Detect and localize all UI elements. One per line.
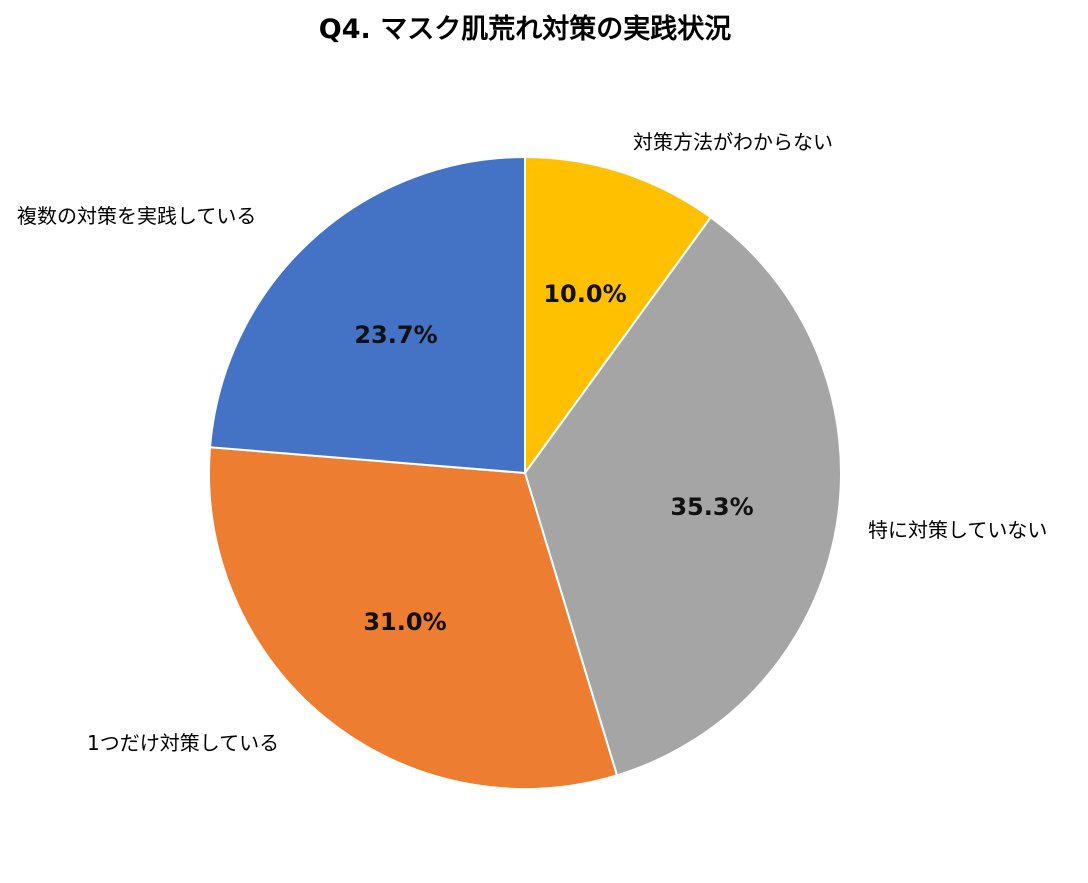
chart-title: Q4. マスク肌荒れ対策の実践状況 [319,13,731,45]
pie-slice [524,155,713,477]
pie-slice [208,446,619,790]
slice-value-label: 31.0% [363,608,446,636]
slice-value-label: 35.3% [670,493,753,521]
slice-value-label: 10.0% [543,280,626,308]
slice-category-label: 対策方法がわからない [633,130,833,154]
pie-slice [523,215,842,777]
pie-slice [208,155,526,475]
pie-slices [208,155,842,790]
slice-category-label: 特に対策していない [868,518,1047,542]
percentage-labels: 10.0% 35.3% 31.0% 23.7% [354,280,753,636]
slice-value-label: 23.7% [354,321,437,349]
slice-category-label: 複数の対策を実践している [17,204,256,228]
slice-category-label: 1つだけ対策している [87,731,279,755]
